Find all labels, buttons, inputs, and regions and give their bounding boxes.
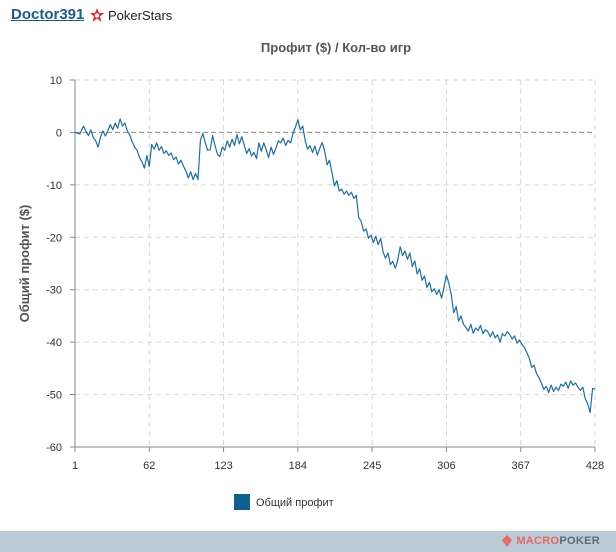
series-line (74, 118, 596, 413)
x-tick-label: 245 (363, 460, 381, 472)
x-tick-label: 306 (437, 460, 455, 472)
room-name: PokerStars (108, 7, 173, 23)
y-tick-label: 10 (50, 75, 62, 87)
x-tick-label: 62 (143, 460, 155, 472)
legend[interactable]: Общий профит (234, 494, 334, 510)
brand-logo: MACRO POKER (500, 534, 600, 548)
axes (74, 80, 595, 448)
x-tick-labels: 1 62 123 184 245 306 367 428 (72, 447, 604, 472)
y-tick-label: -40 (46, 337, 62, 349)
y-tick-label: -60 (46, 442, 62, 454)
pokerstars-logo-icon (90, 8, 104, 22)
legend-label: Общий профит (256, 497, 334, 509)
y-tick-label: 0 (56, 127, 62, 139)
header: Doctor391 PokerStars (0, 0, 616, 28)
macropoker-logo-icon (502, 535, 513, 547)
x-tick-label: 1 (72, 460, 78, 472)
grid-lines (75, 79, 596, 447)
y-tick-label: -50 (46, 390, 62, 402)
y-axis-label: Общий профит ($) (17, 205, 32, 323)
brand-prefix: MACRO (516, 535, 560, 547)
footer-bar: MACRO POKER (0, 531, 616, 552)
room-badge: PokerStars (89, 6, 172, 24)
legend-swatch (234, 494, 250, 510)
brand-suffix: POKER (559, 535, 600, 547)
y-tick-label: -20 (46, 232, 62, 244)
y-tick-label: -10 (46, 180, 62, 192)
x-tick-label: 184 (289, 460, 307, 472)
player-name-link[interactable]: Doctor391 (11, 6, 85, 23)
x-tick-label: 428 (586, 460, 604, 472)
x-tick-label: 367 (512, 460, 530, 472)
chart-title: Профит ($) / Кол-во игр (261, 40, 411, 55)
x-tick-label: 123 (214, 460, 232, 472)
y-tick-label: -30 (46, 285, 62, 297)
series-layer (74, 118, 596, 413)
y-tick-labels: 10 0 -10 -20 -30 -40 -50 -60 (46, 75, 75, 454)
profit-chart: Профит ($) / Кол-во игр Общий профит ($)… (17, 40, 604, 510)
